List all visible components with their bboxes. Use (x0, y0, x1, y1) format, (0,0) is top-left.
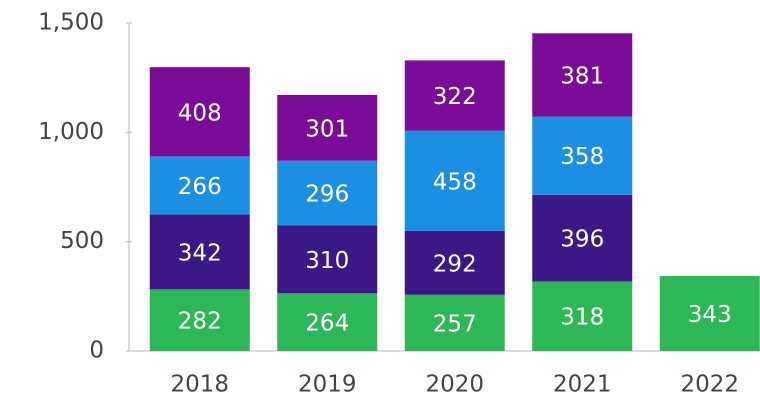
bar-segment (532, 194, 633, 282)
bar-segment (149, 214, 250, 290)
bar-segment (659, 275, 760, 351)
bar-segment (149, 289, 250, 351)
value-label: 282 (178, 309, 222, 335)
x-tick-label: 2021 (553, 372, 612, 398)
y-tick-label: 1,000 (38, 119, 104, 145)
bar-segment (277, 160, 378, 226)
value-label: 358 (560, 144, 604, 170)
y-tick-label: 500 (60, 228, 104, 254)
x-tick-label: 2022 (680, 372, 739, 398)
bar-segment (404, 230, 505, 295)
value-label: 266 (178, 174, 222, 200)
value-label: 381 (560, 63, 604, 89)
x-tick-label: 2018 (170, 372, 229, 398)
bar-segment (404, 294, 505, 351)
bar-segment (532, 281, 633, 351)
x-tick-label: 2019 (298, 372, 357, 398)
x-tick-label: 2020 (425, 372, 484, 398)
bar-segment (277, 225, 378, 294)
bar-segment (404, 60, 505, 131)
value-label: 310 (305, 248, 349, 274)
value-label: 292 (433, 251, 477, 277)
bar-segment (404, 130, 505, 231)
value-label: 318 (560, 305, 604, 331)
bar-segment (149, 156, 250, 215)
value-label: 343 (688, 302, 732, 328)
y-tick-label: 0 (89, 338, 104, 364)
bar-segment (277, 293, 378, 351)
bar-segment (532, 116, 633, 195)
bar-segment (277, 94, 378, 161)
value-label: 296 (305, 182, 349, 208)
value-label: 458 (433, 169, 477, 195)
value-label: 408 (178, 100, 222, 126)
value-label: 301 (305, 116, 349, 142)
value-label: 396 (560, 227, 604, 253)
value-label: 264 (305, 311, 349, 337)
y-tick-label: 1,500 (38, 10, 104, 36)
bar-segment (532, 33, 633, 117)
value-label: 322 (433, 84, 477, 110)
value-label: 342 (178, 240, 222, 266)
value-label: 257 (433, 311, 477, 337)
bar-segment (149, 67, 250, 157)
